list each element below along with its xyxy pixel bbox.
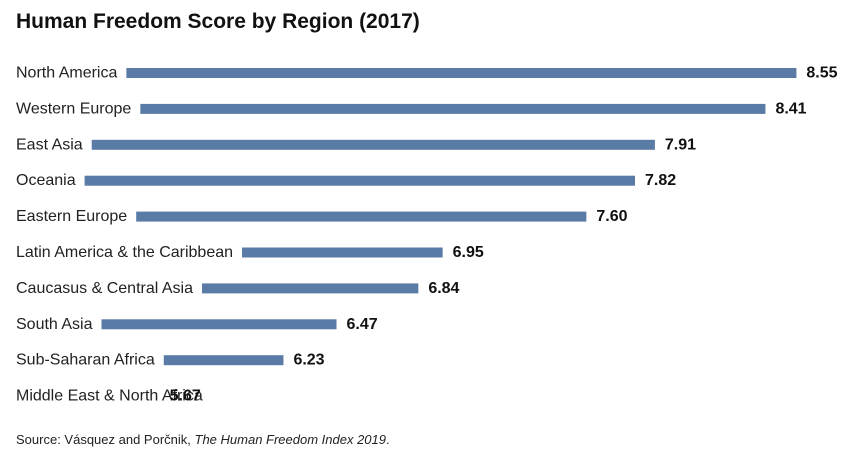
value-label: 5.67 [170, 388, 201, 405]
source-prefix: Source: Vásquez and Porčnik, [16, 432, 195, 447]
value-label: 7.91 [665, 136, 696, 153]
source-work-title: The Human Freedom Index 2019 [194, 432, 387, 447]
bar [126, 68, 797, 78]
bar [84, 175, 636, 186]
category-label: Sub-Saharan Africa [16, 352, 155, 369]
bar [201, 283, 419, 294]
bar [91, 139, 655, 150]
category-label: Oceania [16, 172, 76, 189]
value-label: 6.84 [428, 280, 459, 297]
value-label: 6.23 [293, 352, 324, 369]
bar [140, 103, 766, 114]
category-label: South Asia [16, 316, 93, 333]
bar [242, 247, 443, 258]
value-label: 8.41 [775, 100, 806, 117]
chart-title: Human Freedom Score by Region (2017) [16, 10, 420, 33]
category-label: Caucasus & Central Asia [16, 280, 193, 297]
value-label: 6.47 [347, 316, 378, 333]
bar [101, 319, 337, 330]
value-label: 6.95 [453, 244, 484, 261]
value-label: 7.82 [645, 172, 676, 189]
source-suffix: . [386, 432, 390, 447]
category-label: Latin America & the Caribbean [16, 244, 233, 261]
value-label: 7.60 [596, 208, 627, 225]
value-label: 8.55 [806, 65, 837, 82]
category-label: East Asia [16, 136, 83, 153]
category-label: Eastern Europe [16, 208, 127, 225]
category-label: North America [16, 65, 117, 82]
category-label: Middle East & North Africa [16, 388, 203, 405]
bar [163, 355, 284, 366]
category-label: Western Europe [16, 100, 131, 117]
source-note: Source: Vásquez and Porčnik, The Human F… [16, 432, 390, 447]
bar [136, 211, 587, 222]
